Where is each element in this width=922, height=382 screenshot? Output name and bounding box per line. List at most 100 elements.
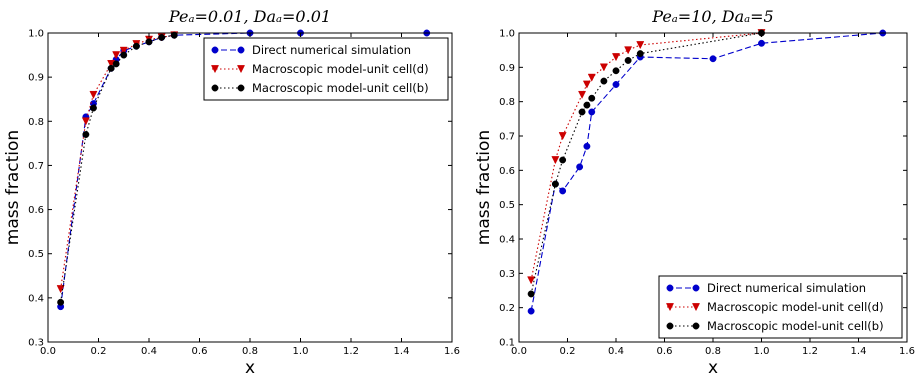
y-tick-label: 1.0 [499,29,515,40]
data-point [120,51,128,59]
data-point [587,73,596,82]
legend-marker [236,65,246,74]
x-tick-label: 0.0 [511,346,527,357]
legend-item-2: Macroscopic model-unit cell(d) [665,300,884,314]
data-point [551,156,560,165]
data-point [57,298,65,306]
chart-title: Peₐ=0.01, Daₐ=0.01 [168,7,331,26]
data-point [583,142,591,150]
legend-item-3: Macroscopic model-unit cell(b) [666,319,884,333]
y-tick-label: 0.4 [499,235,515,246]
x-tick-label: 1.2 [802,346,818,357]
x-tick-label: 0.4 [608,346,624,357]
data-point [578,108,586,116]
data-point [559,156,567,164]
legend-label: Macroscopic model-unit cell(b) [707,319,884,333]
legend-box [658,275,903,339]
series-line [60,34,175,303]
legend-marker [211,46,219,54]
legend-item-3: Macroscopic model-unit cell(b) [211,81,429,95]
legend-item-1: Direct numerical simulation [211,43,411,57]
legend-marker [237,46,245,54]
x-tick-label: 1.0 [293,346,309,357]
data-point [583,101,591,109]
x-tick-label: 0.6 [192,346,208,357]
y-tick-label: 0.7 [499,132,515,143]
data-point [132,42,140,50]
data-point [611,53,621,62]
data-point [119,46,128,55]
legend-marker [210,65,220,74]
x-tick-label: 1.6 [444,346,460,357]
legend-label: Macroscopic model-unit cell(d) [707,300,884,314]
data-point [599,63,608,72]
data-point [612,67,620,75]
x-tick-label: 0.8 [705,346,721,357]
data-point [527,290,535,298]
x-axis-label: x [245,358,255,378]
data-point [112,60,120,68]
x-tick-label: 0.6 [657,346,673,357]
series-1 [527,29,887,315]
y-tick-label: 0.9 [28,73,44,84]
data-point [624,57,632,64]
chart-title: Peₐ=10, Daₐ=5 [651,7,773,26]
y-tick-label: 0.3 [28,338,44,349]
y-tick-label: 0.8 [499,97,515,108]
data-point [636,41,645,50]
legend-box [203,37,449,101]
data-point [600,77,608,85]
y-tick-label: 0.8 [28,117,44,128]
data-point [636,50,644,58]
y-tick-label: 0.6 [499,166,515,177]
x-tick-label: 1.6 [899,346,915,357]
data-point [758,39,765,47]
legend-marker [692,322,700,330]
data-point [107,64,115,72]
data-point [158,33,166,41]
x-tick-label: 0.0 [40,346,56,357]
x-tick-label: 0.4 [141,346,157,357]
data-point [709,55,717,63]
x-tick-label: 1.4 [851,346,867,357]
data-point [527,276,536,285]
series-line [530,32,762,295]
legend-marker [692,284,700,292]
legend-label: Direct numerical simulation [252,43,411,57]
data-point [82,131,90,138]
legend-marker [665,303,675,312]
x-tick-label: 1.4 [394,346,410,357]
series-line [530,32,762,281]
series-3 [527,29,765,298]
series-2 [56,31,179,294]
series-2 [527,29,766,285]
y-tick-label: 0.2 [499,303,515,314]
legend-item-2: Macroscopic model-unit cell(d) [210,62,429,76]
y-tick-label: 0.5 [499,200,515,211]
series-line [530,32,883,312]
data-point [588,108,596,116]
y-tick-label: 0.5 [28,249,44,260]
legend-marker [666,322,674,330]
data-point [576,163,584,171]
y-tick-label: 1.0 [28,29,44,40]
data-point [90,104,97,112]
data-point [588,94,596,102]
data-point [89,90,98,99]
legend: Direct numerical simulation Macroscopic m… [658,275,903,339]
x-tick-label: 0.8 [242,346,258,357]
data-point [145,38,153,46]
y-tick-label: 0.7 [28,161,44,172]
data-point [578,90,587,99]
y-tick-label: 0.1 [499,338,515,349]
data-point [112,51,121,60]
legend-marker [237,84,245,92]
legend-label: Macroscopic model-unit cell(b) [252,81,429,95]
data-point [582,80,591,89]
legend-marker [666,284,674,292]
y-tick-label: 0.4 [28,293,44,304]
legend-item-1: Direct numerical simulation [666,281,866,295]
legend-marker [211,84,219,92]
chart-panel-2: Peₐ=10, Daₐ=5 0.0 0.2 0.4 0.6 0.8 1.0 1.2 1.4 1.6… [474,7,915,378]
